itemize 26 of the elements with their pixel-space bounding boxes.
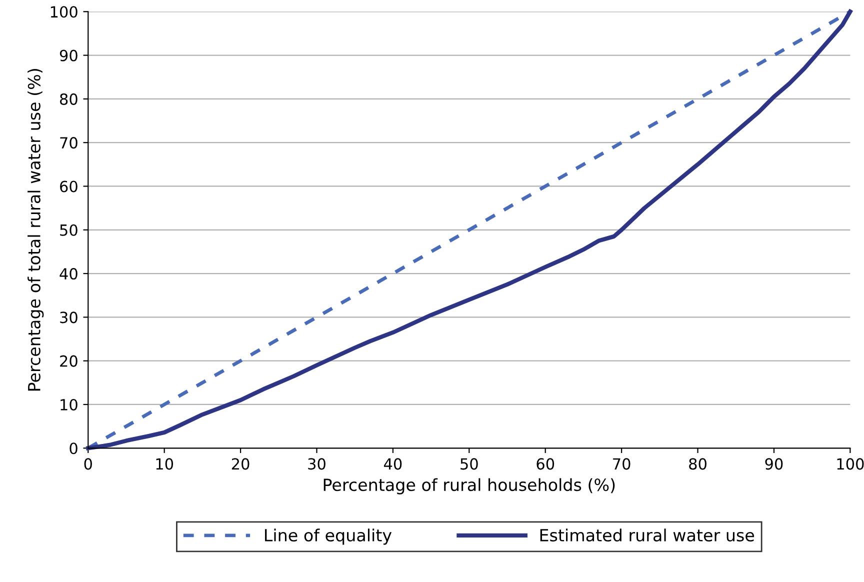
- y-tick-label: 30: [60, 312, 78, 324]
- y-tick-label: 80: [60, 93, 78, 105]
- y-tick-label: 90: [60, 50, 78, 62]
- legend-label: Estimated rural water use: [540, 528, 754, 542]
- x-tick-label: 30: [308, 458, 326, 470]
- x-tick-label: 40: [384, 458, 402, 470]
- y-tick-label: 70: [60, 137, 78, 149]
- x-tick-label: 90: [765, 458, 783, 470]
- x-tick-label: 80: [689, 458, 706, 470]
- x-tick-label: 20: [232, 458, 250, 470]
- legend-label: Line of equality: [265, 528, 392, 545]
- y-tick-label: 60: [60, 180, 78, 192]
- x-tick-label: 70: [613, 458, 630, 470]
- y-tick-label: 40: [60, 268, 78, 280]
- x-tick-label: 60: [536, 458, 554, 470]
- y-axis-title: Percentage of total rural water use (%): [28, 69, 44, 391]
- x-tick-label: 10: [156, 458, 174, 470]
- y-tick-label: 50: [60, 224, 78, 236]
- x-tick-label: 0: [84, 458, 92, 470]
- y-tick-label: 20: [60, 355, 78, 367]
- x-tick-label: 100: [837, 458, 864, 470]
- x-tick-label: 50: [460, 458, 478, 470]
- y-tick-label: 0: [70, 442, 78, 454]
- x-axis-title: Percentage of rural households (%): [324, 478, 615, 494]
- y-tick-label: 10: [60, 398, 78, 411]
- y-tick-label: 100: [50, 6, 78, 18]
